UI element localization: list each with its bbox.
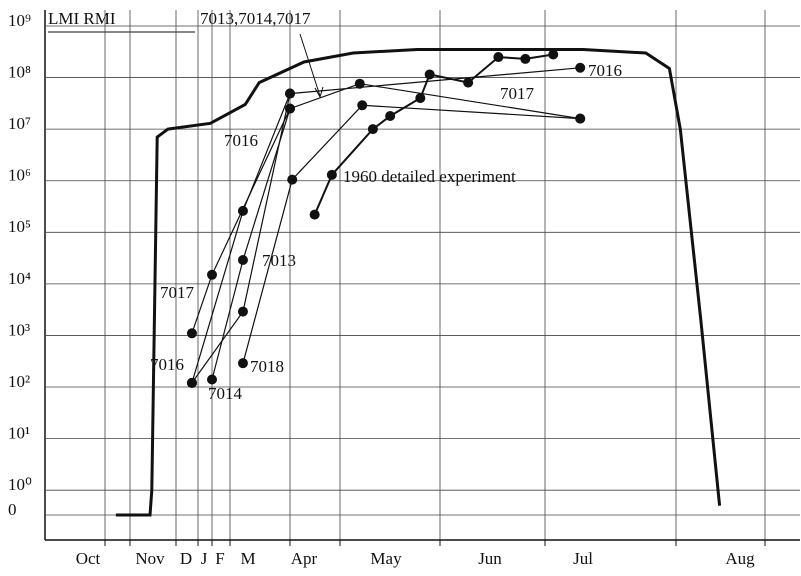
data-point — [309, 209, 320, 220]
data-point — [385, 110, 396, 121]
data-point — [415, 93, 426, 104]
data-point — [326, 169, 337, 180]
data-point — [357, 100, 368, 111]
data-point — [493, 52, 504, 63]
x-tick-label: May — [370, 549, 402, 568]
annotation: 7016 — [150, 355, 184, 374]
x-tick-label: Apr — [291, 549, 318, 568]
data-point — [186, 377, 197, 388]
x-tick-label: J — [201, 549, 208, 568]
annotation: 7017 — [500, 84, 535, 103]
annotation: 7014 — [208, 384, 243, 403]
line — [313, 53, 554, 215]
data-point — [548, 49, 559, 60]
data-point — [575, 62, 586, 73]
data-point — [285, 88, 295, 99]
arrow — [299, 33, 324, 99]
x-tick-label: Jun — [478, 549, 502, 568]
line — [115, 48, 722, 517]
annotation: 7017 — [160, 283, 195, 302]
y-tick-label: 10⁷ — [8, 114, 31, 133]
annotation: 7016 — [224, 131, 258, 150]
y-tick-label: 10⁰ — [8, 475, 32, 494]
envelope-label: LMI RMI — [48, 9, 116, 28]
x-tick-label: Aug — [725, 549, 755, 568]
annotation: 7018 — [250, 357, 284, 376]
y-tick-label: 10³ — [8, 320, 30, 339]
data-point — [520, 53, 531, 64]
data-point — [575, 113, 586, 124]
y-tick-label: 10⁸ — [8, 62, 31, 81]
y-tick-label: 10² — [8, 372, 30, 391]
data-point — [367, 124, 378, 135]
y-tick-label: 10¹ — [8, 423, 30, 442]
line — [191, 67, 581, 384]
line — [191, 83, 581, 334]
y-tick-label: 10⁹ — [8, 11, 31, 30]
annotation: 7013,7014,7017 — [200, 9, 311, 28]
data-point — [237, 358, 248, 369]
y-tick-label: 10⁶ — [8, 166, 31, 185]
data-point — [354, 78, 365, 89]
line — [242, 104, 581, 364]
data-point — [207, 269, 217, 280]
x-tick-label: D — [180, 549, 192, 568]
data-point — [237, 255, 248, 266]
y-tick-label: 10⁴ — [8, 269, 31, 288]
data-point — [287, 174, 298, 185]
x-tick-label: M — [240, 549, 255, 568]
annotation: 7016 — [588, 61, 622, 80]
data-point — [207, 374, 217, 385]
data-point — [237, 306, 248, 317]
x-tick-label: F — [215, 549, 224, 568]
data-point — [424, 69, 435, 80]
annotation: 1960 detailed experiment — [343, 167, 516, 186]
data-point — [463, 77, 474, 88]
x-tick-label: Jul — [573, 549, 593, 568]
annotation: 7013 — [262, 251, 296, 270]
x-tick-label: Nov — [135, 549, 165, 568]
data-point — [186, 328, 197, 339]
data-point — [237, 205, 248, 216]
y-tick-label: 0 — [8, 500, 17, 519]
y-tick-label: 10⁵ — [8, 217, 31, 236]
x-tick-label: Oct — [76, 549, 101, 568]
